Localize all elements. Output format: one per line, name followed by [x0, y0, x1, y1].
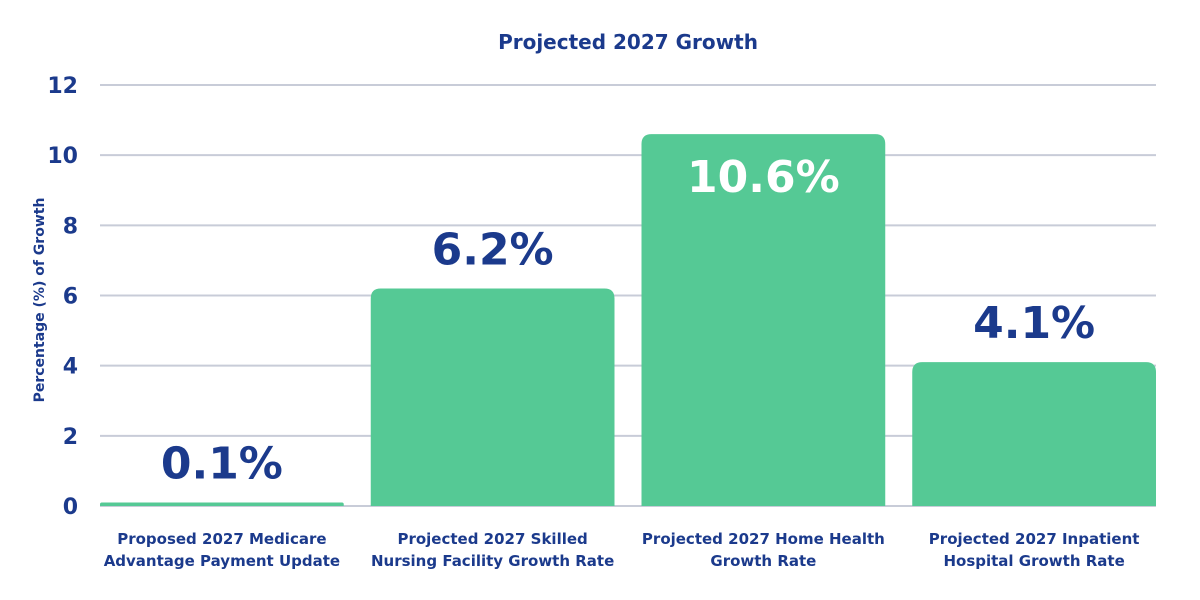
x-tick-label: Projected 2027 Inpatient Hospital Growth… — [928, 530, 1140, 570]
data-label: 4.1% — [973, 298, 1095, 349]
chart-title: Projected 2027 Growth — [498, 30, 758, 54]
y-tick-label: 6 — [63, 285, 78, 310]
x-tick-label: Projected 2027 Home Health Growth Rate — [641, 530, 885, 570]
y-tick-label: 0 — [63, 495, 78, 520]
x-tick-label: Proposed 2027 Medicare Advantage Payment… — [103, 530, 341, 570]
y-tick-label: 2 — [63, 425, 78, 450]
y-tick-label: 4 — [63, 355, 78, 380]
y-tick-label: 10 — [47, 144, 78, 169]
bar — [370, 288, 615, 506]
bar — [100, 502, 344, 506]
y-tick-label: 12 — [47, 74, 78, 99]
bar — [641, 134, 886, 506]
bar — [912, 362, 1156, 506]
data-label: 6.2% — [432, 224, 554, 275]
x-tick-label: Projected 2027 Skilled Nursing Facility … — [370, 530, 615, 570]
y-tick-label: 8 — [63, 214, 78, 239]
data-label: 10.6% — [687, 152, 840, 203]
data-label: 0.1% — [161, 438, 283, 489]
